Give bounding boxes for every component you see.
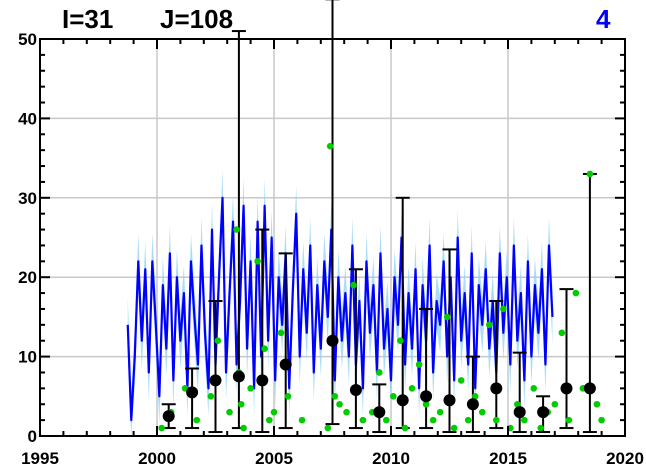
mean-points bbox=[162, 334, 596, 423]
observation-point bbox=[270, 408, 278, 416]
observation-point bbox=[240, 424, 247, 432]
mean-point bbox=[396, 394, 409, 407]
observation-point bbox=[436, 408, 444, 416]
observation-point bbox=[350, 281, 357, 289]
mean-point bbox=[373, 406, 386, 419]
x-tick-label: 2005 bbox=[255, 449, 293, 468]
observation-point bbox=[422, 400, 430, 408]
observation-point bbox=[266, 416, 273, 424]
y-tick-label: 20 bbox=[18, 268, 37, 287]
observation-point bbox=[401, 424, 409, 432]
observation-point bbox=[457, 377, 465, 384]
mean-point bbox=[232, 370, 245, 383]
observation-point bbox=[586, 170, 594, 178]
i-index-label: I=31 bbox=[62, 4, 114, 34]
observation-point bbox=[397, 337, 404, 345]
mean-point bbox=[256, 374, 269, 387]
mean-point bbox=[583, 382, 596, 395]
observation-point bbox=[158, 424, 165, 432]
observation-point bbox=[254, 258, 261, 265]
observation-point bbox=[331, 393, 339, 400]
observation-point bbox=[530, 385, 538, 392]
observation-point bbox=[500, 305, 507, 313]
observation-point bbox=[233, 226, 240, 233]
series-line bbox=[126, 196, 554, 422]
observation-point bbox=[336, 400, 343, 408]
observation-point bbox=[429, 416, 437, 424]
mean-point bbox=[420, 390, 433, 403]
observation-point bbox=[572, 289, 580, 297]
mean-point bbox=[162, 410, 175, 423]
mean-point bbox=[513, 406, 526, 419]
observation-point bbox=[471, 393, 479, 400]
observation-point bbox=[284, 393, 292, 400]
observation-point bbox=[443, 313, 451, 321]
x-tick-label: 2015 bbox=[489, 449, 527, 468]
observation-point bbox=[551, 400, 559, 408]
observation-point bbox=[247, 385, 254, 392]
axis-ticks bbox=[39, 38, 626, 437]
observation-point bbox=[343, 408, 350, 416]
observation-point bbox=[383, 416, 390, 424]
observation-point bbox=[493, 416, 500, 424]
observation-point bbox=[390, 393, 397, 400]
observation-point bbox=[464, 416, 472, 424]
time-series-line bbox=[126, 196, 554, 422]
x-tick-label: 2000 bbox=[138, 449, 176, 468]
observation-points bbox=[158, 142, 605, 432]
y-tick-label: 30 bbox=[18, 189, 37, 208]
observation-point bbox=[478, 408, 486, 416]
y-tick-label: 10 bbox=[18, 348, 37, 367]
observation-point bbox=[214, 337, 222, 345]
observation-point bbox=[485, 321, 493, 329]
observation-point bbox=[521, 416, 528, 424]
y-tick-label: 40 bbox=[18, 109, 37, 128]
observation-point bbox=[598, 416, 605, 424]
tick-labels: 1995 2000 2005 2010 2015 2020 0 10 20 30 40 50 bbox=[18, 30, 644, 468]
mean-point bbox=[560, 382, 573, 395]
mean-point bbox=[349, 383, 362, 396]
observation-point bbox=[593, 400, 601, 408]
mean-point bbox=[279, 358, 292, 371]
panel-number-label: 4 bbox=[596, 4, 611, 34]
mean-point bbox=[490, 382, 503, 395]
observation-point bbox=[408, 385, 416, 392]
observation-point bbox=[298, 416, 306, 424]
observation-point bbox=[565, 416, 573, 424]
observation-point bbox=[537, 424, 545, 432]
plot-frame bbox=[39, 38, 626, 437]
observation-point bbox=[376, 369, 383, 376]
mean-point bbox=[209, 374, 222, 387]
observation-point bbox=[326, 142, 334, 150]
mean-point bbox=[326, 334, 339, 347]
observation-point bbox=[558, 329, 566, 337]
observation-point bbox=[450, 424, 458, 432]
mean-point bbox=[466, 398, 479, 411]
observation-point bbox=[261, 345, 268, 352]
observation-point bbox=[514, 400, 521, 408]
observation-point bbox=[193, 416, 201, 424]
x-tick-label: 1995 bbox=[21, 449, 59, 468]
observation-point bbox=[359, 416, 367, 424]
observation-point bbox=[415, 361, 423, 368]
observation-point bbox=[324, 424, 332, 432]
y-tick-label: 50 bbox=[18, 30, 37, 49]
observation-point bbox=[226, 408, 233, 416]
x-tick-label: 2020 bbox=[606, 449, 644, 468]
mean-point bbox=[186, 386, 199, 399]
observation-point bbox=[207, 393, 215, 400]
y-tick-label: 0 bbox=[28, 427, 37, 446]
mean-point bbox=[537, 406, 550, 419]
x-tick-label: 2010 bbox=[372, 449, 410, 468]
observation-point bbox=[237, 400, 245, 408]
observation-point bbox=[277, 329, 285, 337]
mean-point bbox=[443, 394, 456, 407]
j-index-label: J=108 bbox=[160, 4, 234, 34]
